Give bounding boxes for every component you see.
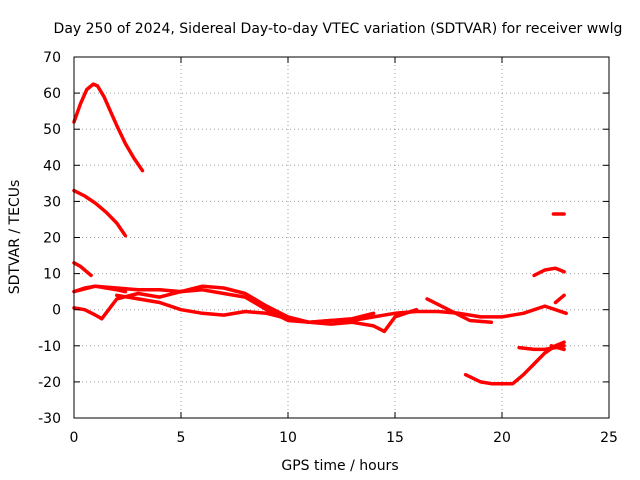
series-group xyxy=(72,82,568,386)
y-tick-label: 40 xyxy=(43,158,61,174)
x-tick-label: 25 xyxy=(600,430,618,446)
y-tick-label: -30 xyxy=(38,411,61,427)
x-tick-label: 15 xyxy=(386,430,404,446)
y-tick-label: 60 xyxy=(43,86,61,102)
y-tick-label: 10 xyxy=(43,267,61,283)
y-tick-label: 30 xyxy=(43,194,61,210)
x-tick-label: 10 xyxy=(279,430,297,446)
y-tick-label: 50 xyxy=(43,122,61,138)
x-tick-label: 20 xyxy=(493,430,511,446)
x-axis-label: GPS time / hours xyxy=(281,458,398,474)
axis-ticks: 0 5 10 15 20 25 -30 -20 -10 0 10 20 30 40 50 60 70 xyxy=(38,50,618,446)
y-tick-label: -10 xyxy=(38,339,61,355)
gridlines xyxy=(74,57,609,418)
series-arc-9 xyxy=(425,297,494,325)
series-arc-1 xyxy=(72,82,145,173)
series-arc-7 xyxy=(72,284,376,325)
y-tick-label: 70 xyxy=(43,50,61,66)
series-arc-2 xyxy=(72,188,128,238)
chart-title: Day 250 of 2024, Sidereal Day-to-day VTE… xyxy=(54,21,623,37)
y-tick-label: 0 xyxy=(52,303,61,319)
y-tick-label: 20 xyxy=(43,231,61,247)
series-arc-8 xyxy=(115,293,419,334)
series-arc-14 xyxy=(553,293,566,305)
series-arc-12 xyxy=(549,344,566,352)
series-arc-3 xyxy=(72,261,93,278)
series-arc-5 xyxy=(72,306,104,321)
y-tick-label: -20 xyxy=(38,375,61,391)
y-axis-label: SDTVAR / TECUs xyxy=(7,180,23,295)
x-tick-label: 5 xyxy=(177,430,186,446)
series-arc-13 xyxy=(532,266,566,278)
x-tick-label: 0 xyxy=(70,430,79,446)
